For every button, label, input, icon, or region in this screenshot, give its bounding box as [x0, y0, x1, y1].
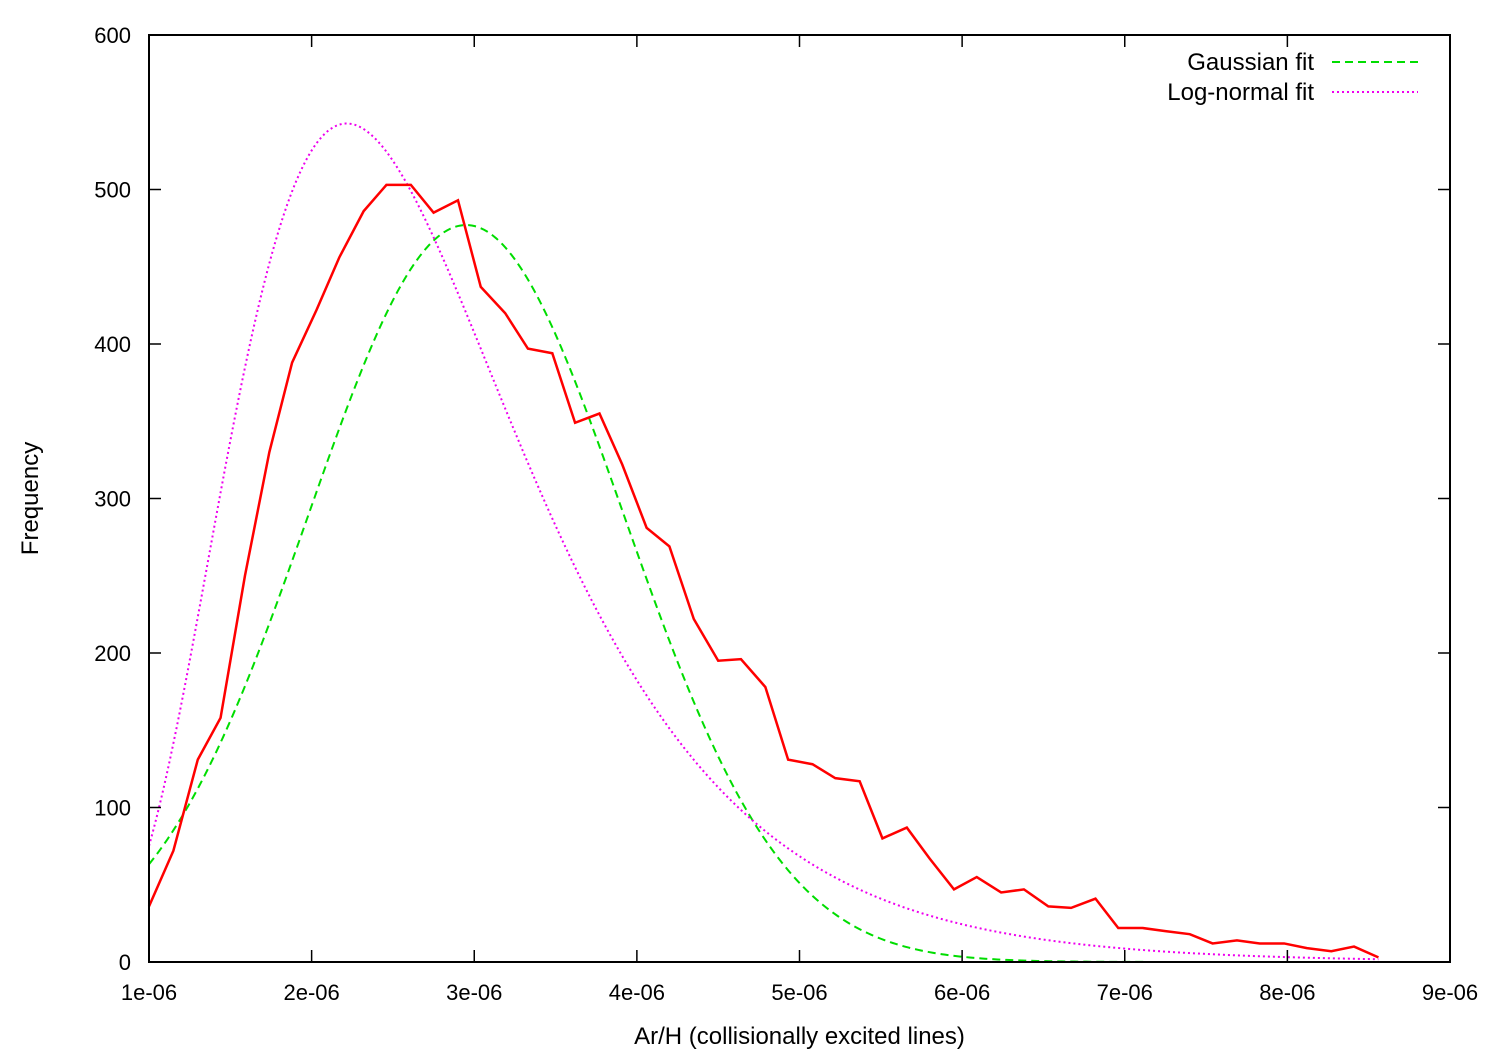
gaussian-fit-line [148, 224, 1379, 963]
y-tick-label: 600 [94, 23, 131, 48]
x-tick-label: 3e-06 [446, 980, 502, 1005]
y-axis-title: Frequency [17, 442, 44, 555]
x-tick-label: 6e-06 [934, 980, 990, 1005]
y-tick-label: 300 [94, 487, 131, 512]
histogram-series [147, 183, 1379, 959]
legend-label-log-normal-fit: Log-normal fit [1167, 79, 1314, 106]
y-axis-ticks: 0 100 200 300 400 500 600 [94, 23, 1450, 975]
x-tick-label: 7e-06 [1097, 980, 1153, 1005]
y-tick-label: 0 [119, 950, 131, 975]
x-tick-label: 9e-06 [1422, 980, 1478, 1005]
y-tick-label: 100 [94, 796, 131, 821]
y-tick-label: 400 [94, 332, 131, 357]
x-tick-label: 1e-06 [121, 980, 177, 1005]
x-tick-label: 4e-06 [609, 980, 665, 1005]
x-tick-label: 5e-06 [771, 980, 827, 1005]
legend: Gaussian fit Log-normal fit [1167, 49, 1418, 106]
x-axis-title: Ar/H (collisionally excited lines) [634, 1023, 965, 1050]
x-axis-ticks: 1e-06 2e-06 3e-06 4e-06 5e-06 6e-06 7e-06 8e-06… [121, 35, 1478, 1005]
x-tick-label: 2e-06 [283, 980, 339, 1005]
y-tick-label: 500 [94, 178, 131, 203]
histogram-data-line [147, 183, 1379, 959]
x-tick-label: 8e-06 [1259, 980, 1315, 1005]
log-normal-fit-line [148, 122, 1379, 961]
legend-label-gaussian-fit: Gaussian fit [1187, 49, 1314, 76]
fit-curves [148, 122, 1379, 963]
y-tick-label: 200 [94, 641, 131, 666]
plot-area-border [148, 34, 1451, 963]
